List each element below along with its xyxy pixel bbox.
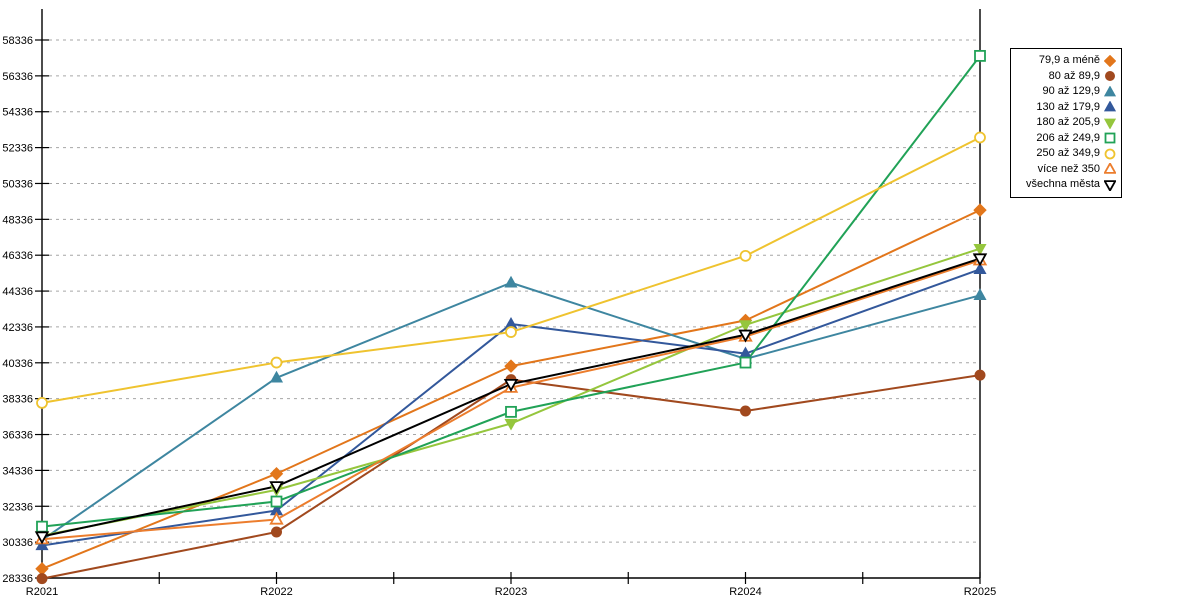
x-axis-tick-label: R2021	[26, 586, 58, 598]
data-point-series-1	[504, 359, 518, 373]
legend-item: 80 až 89,9	[1014, 69, 1116, 85]
legend-item: více než 350	[1014, 162, 1116, 178]
data-point-series-7	[36, 396, 48, 409]
legend-label: 90 až 129,9	[1042, 85, 1101, 98]
data-point-series-1	[35, 562, 49, 576]
legend-label: 80 až 89,9	[1048, 69, 1100, 82]
y-axis-tick-label: 32336	[2, 501, 33, 513]
data-point-series-5	[973, 243, 987, 256]
data-point-series-7	[505, 326, 517, 338]
legend-label: 250 až 349,9	[1036, 147, 1100, 160]
data-point-series-9	[34, 531, 50, 545]
data-point-series-6	[270, 495, 283, 508]
data-point-series-8	[269, 511, 284, 525]
legend-diamond-icon	[1104, 54, 1116, 67]
legend-item: 90 až 129,9	[1014, 84, 1116, 100]
data-point-series-9	[269, 481, 284, 495]
data-point-series-3	[504, 275, 518, 288]
data-point-series-6	[974, 49, 986, 62]
legend-label: 206 až 249,9	[1036, 131, 1100, 144]
data-point-series-2	[271, 526, 282, 538]
data-point-series-1	[973, 203, 987, 217]
y-axis-tick-label: 58336	[2, 35, 33, 47]
data-point-series-6	[36, 520, 48, 533]
y-axis-tick-label: 50336	[2, 178, 33, 190]
legend: 79,9 a méně 80 až 89,9 90 až 129,9 130 až 1…	[1010, 48, 1122, 198]
data-point-series-4	[35, 538, 49, 551]
legend-item: 180 až 205,9	[1014, 115, 1116, 131]
data-point-series-7	[270, 356, 283, 369]
y-axis-tick-label: 40336	[2, 358, 33, 370]
legend-circle-icon	[1105, 71, 1115, 82]
data-point-series-6	[739, 356, 752, 369]
series-line-8	[41, 259, 981, 541]
legend-label: všechna města	[1026, 178, 1100, 191]
legend-triangle-down-icon	[1104, 118, 1116, 129]
legend-label: 180 až 205,9	[1036, 116, 1100, 129]
x-axis-tick-label: R2023	[495, 586, 527, 598]
data-point-series-9	[738, 329, 753, 343]
y-axis-tick-label: 36336	[2, 430, 33, 442]
data-point-series-3	[269, 370, 284, 383]
data-point-series-6	[505, 405, 517, 418]
legend-item: všechna města	[1014, 177, 1116, 193]
legend-triangle-up-icon	[1104, 85, 1116, 97]
y-axis-tick-label: 28336	[2, 573, 33, 585]
data-point-series-2	[740, 405, 751, 417]
legend-item: 206 až 249,9	[1014, 131, 1116, 147]
y-axis-tick-label: 46336	[2, 250, 33, 262]
y-axis-tick-label: 30336	[2, 537, 33, 549]
legend-item: 130 až 179,9	[1014, 100, 1116, 116]
data-point-series-5	[504, 418, 518, 431]
legend-triangle-up-icon	[1104, 163, 1116, 175]
data-point-series-9	[503, 378, 519, 392]
legend-item: 250 až 349,9	[1014, 146, 1116, 162]
legend-triangle-down-icon	[1104, 180, 1116, 191]
y-axis-tick-label: 52336	[2, 143, 33, 155]
y-axis-tick-label: 42336	[2, 322, 33, 334]
x-axis-tick-label: R2025	[964, 586, 996, 598]
data-point-series-5	[738, 320, 753, 332]
data-point-series-3	[973, 288, 987, 300]
x-axis-tick-label: R2022	[260, 586, 292, 598]
legend-item: 79,9 a méně	[1014, 53, 1116, 69]
legend-label: 130 až 179,9	[1036, 100, 1100, 113]
data-point-series-7	[739, 249, 752, 262]
legend-label: více než 350	[1037, 162, 1100, 175]
legend-square-icon	[1104, 132, 1116, 144]
y-axis-tick-label: 48336	[2, 214, 33, 226]
series-line-2	[41, 374, 981, 580]
x-axis-tick-label: R2024	[729, 586, 761, 598]
y-axis-tick-label: 44336	[2, 286, 33, 298]
legend-circle-icon	[1104, 148, 1116, 160]
data-point-series-2	[974, 369, 986, 381]
data-point-series-7	[974, 131, 986, 144]
legend-triangle-up-icon	[1104, 101, 1116, 112]
y-axis-tick-label: 34336	[2, 465, 33, 477]
y-axis-tick-label: 54336	[2, 107, 33, 119]
data-point-series-2	[36, 573, 48, 585]
y-axis-tick-label: 38336	[2, 394, 33, 406]
y-axis-tick-label: 56336	[2, 71, 33, 83]
legend-label: 79,9 a méně	[1038, 54, 1100, 67]
data-point-series-4	[973, 262, 987, 274]
data-point-series-1	[269, 467, 284, 481]
data-point-series-9	[972, 253, 988, 267]
